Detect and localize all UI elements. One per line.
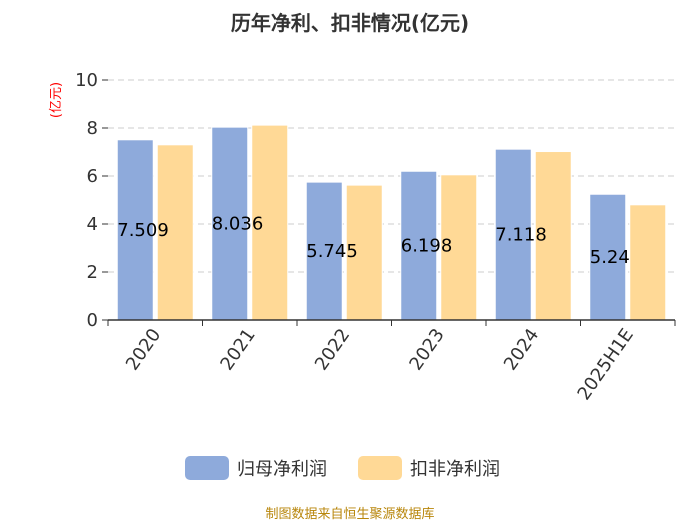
x-tick-label: 2020 — [122, 325, 165, 375]
legend-swatch — [358, 456, 402, 480]
x-tick-label: 2021 — [216, 325, 259, 375]
data-label: 5.24 — [590, 247, 630, 268]
y-tick-label: 0 — [87, 310, 98, 331]
y-tick-label: 8 — [87, 118, 98, 139]
data-label: 8.036 — [212, 214, 264, 235]
y-tick-label: 10 — [75, 70, 98, 91]
bar-deducted-net-profit-2021 — [251, 124, 289, 321]
bar-deducted-net-profit-2023 — [440, 174, 478, 321]
bar-deducted-net-profit-2025H1E — [629, 204, 667, 321]
y-tick-label: 4 — [87, 214, 98, 235]
bar-deducted-net-profit-2024 — [534, 151, 572, 321]
legend-label: 扣非净利润 — [410, 459, 500, 480]
grid — [108, 79, 675, 273]
x-tick-label: 2024 — [500, 325, 543, 375]
bar-net-profit-2022 — [305, 181, 343, 321]
bar-deducted-net-profit-2022 — [345, 184, 383, 321]
data-label: 7.509 — [117, 220, 169, 241]
legend: 归母净利润 扣非净利润 — [185, 456, 500, 480]
bar-net-profit-2021 — [211, 126, 249, 321]
data-label: 7.118 — [495, 225, 547, 246]
x-tick-label: 2022 — [311, 325, 354, 375]
y-tick-label: 6 — [87, 166, 98, 187]
data-label: 5.745 — [306, 241, 358, 262]
y-axis-unit: (亿元) — [49, 82, 64, 118]
x-tick-label: 2023 — [405, 325, 448, 375]
bars — [116, 124, 667, 321]
bar-net-profit-2020 — [116, 139, 154, 321]
data-labels: 7.509 8.036 5.745 6.198 7.118 5.24 — [117, 214, 630, 269]
bar-net-profit-2024 — [494, 148, 532, 321]
data-label: 6.198 — [401, 236, 453, 257]
legend-label: 归母净利润 — [237, 459, 327, 480]
bar-net-profit-2023 — [400, 170, 438, 321]
bar-net-profit-2025H1E — [589, 193, 627, 321]
y-tick-label: 2 — [87, 262, 98, 283]
source-note: 制图数据来自恒生聚源数据库 — [265, 506, 434, 522]
x-tick-label: 2025H1E — [574, 325, 638, 404]
legend-swatch — [185, 456, 229, 480]
chart-title: 历年净利、扣非情况(亿元) — [231, 11, 469, 35]
